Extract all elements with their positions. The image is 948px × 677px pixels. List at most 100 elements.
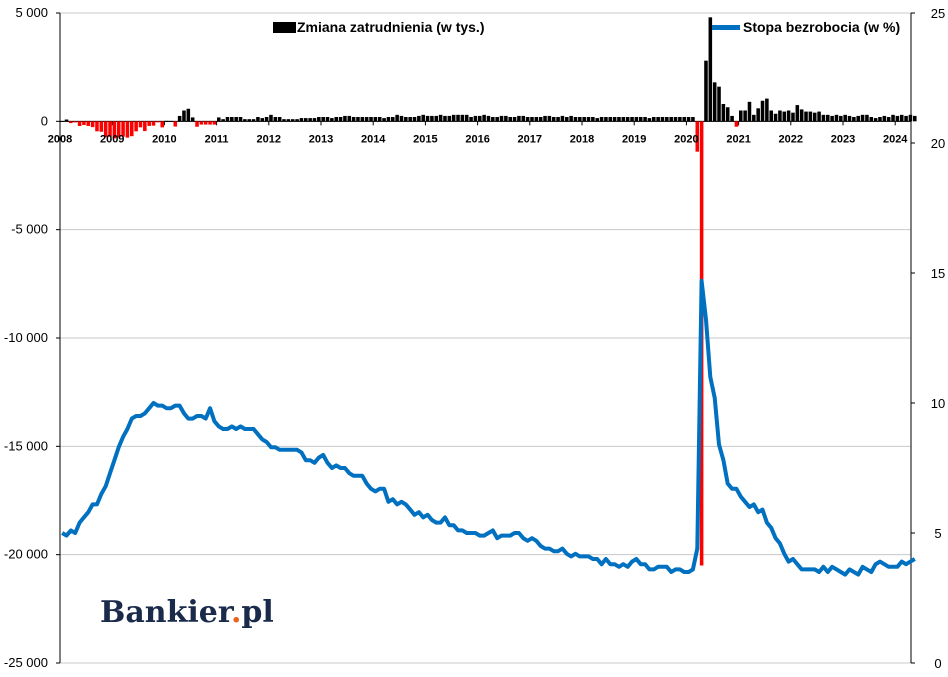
employment-bar — [243, 119, 247, 122]
employment-bar — [230, 117, 234, 122]
employment-bar — [886, 117, 891, 122]
employment-bar — [508, 117, 512, 122]
employment-bar — [95, 121, 99, 132]
x-tick-label: 2012 — [257, 133, 281, 145]
left-axis-labels: 5 000 0 -5 000 -10 000 -15 000 -20 000 -25 000 — [4, 5, 48, 670]
x-axis-labels: 2008 2009 2010 2011 2012 2013 2014 2015 2016 2017… — [48, 133, 909, 145]
left-tick-label: -25 000 — [4, 655, 48, 670]
employment-bar — [486, 115, 491, 122]
employment-bar — [682, 117, 686, 122]
employment-bar — [221, 119, 225, 122]
employment-bar — [421, 114, 425, 122]
employment-bar — [621, 117, 626, 122]
employment-bar — [504, 115, 508, 122]
employment-bar — [612, 117, 617, 122]
employment-bar — [538, 117, 543, 122]
employment-bar — [712, 82, 717, 122]
employment-bar — [756, 108, 760, 122]
employment-bar — [103, 121, 108, 138]
x-tick-label: 2008 — [48, 133, 72, 145]
x-tick-label: 2015 — [413, 133, 437, 145]
employment-bar — [551, 117, 556, 122]
employment-bar — [530, 117, 534, 122]
employment-bar — [77, 121, 82, 126]
employment-bar — [625, 117, 630, 122]
employment-bar — [86, 121, 91, 126]
employment-bar — [203, 121, 208, 125]
employment-bar — [495, 117, 499, 122]
employment-bar — [351, 117, 356, 122]
employment-bar — [112, 121, 117, 139]
x-tick-label: 2014 — [361, 133, 386, 145]
employment-bar — [264, 117, 269, 122]
employment-bar — [169, 120, 173, 122]
employment-bar — [330, 118, 334, 122]
legend-label-employment: Zmiana zatrudnienia (w tys.) — [297, 19, 484, 35]
employment-bar — [525, 117, 530, 122]
employment-bar — [304, 118, 308, 122]
employment-bar — [290, 119, 295, 122]
employment-bar — [769, 110, 773, 122]
employment-bar — [565, 117, 569, 122]
employment-bar — [125, 121, 130, 138]
employment-bar — [373, 117, 378, 122]
legend-marker-employment — [273, 22, 296, 33]
employment-bar — [852, 117, 856, 122]
employment-bar — [517, 115, 521, 122]
employment-bar — [377, 117, 382, 122]
employment-bar — [569, 115, 573, 122]
logo-dot: . — [231, 595, 241, 630]
employment-bar — [725, 107, 730, 122]
x-tick-label: 2009 — [100, 133, 124, 145]
employment-bar — [799, 109, 804, 122]
right-tick-label: 0 — [934, 656, 941, 671]
employment-bar — [747, 101, 752, 122]
x-tick-label: 2022 — [779, 133, 803, 145]
employment-bar — [791, 112, 795, 122]
left-tick-label: -5 000 — [11, 222, 48, 237]
employment-bar — [317, 117, 321, 122]
employment-bar — [847, 115, 852, 122]
employment-bar — [634, 117, 639, 122]
employment-bar — [295, 119, 299, 122]
bankier-logo: Bankier.pl — [100, 595, 274, 630]
logo-text-tld: pl — [241, 595, 273, 630]
x-tick-label: 2024 — [883, 133, 908, 145]
x-tick-label: 2020 — [674, 133, 698, 145]
employment-bar — [660, 117, 665, 122]
employment-bar — [121, 121, 125, 137]
employment-bar — [360, 117, 365, 122]
employment-bar — [743, 110, 747, 122]
right-tick-label: 20 — [931, 136, 945, 151]
unemployment-series-line — [61, 278, 916, 577]
employment-bar — [643, 117, 647, 122]
left-tick-label: -15 000 — [4, 438, 48, 453]
employment-bar — [212, 121, 217, 125]
employment-bar — [64, 119, 69, 122]
employment-bar — [469, 117, 473, 122]
employment-bar — [404, 117, 408, 122]
x-tick-label: 2023 — [831, 133, 855, 145]
employment-bar — [108, 121, 112, 137]
employment-bar — [156, 121, 160, 123]
employment-bar — [499, 115, 504, 122]
employment-bar — [99, 121, 104, 132]
employment-bar — [804, 111, 808, 122]
employment-bar — [578, 117, 582, 122]
employment-bar — [417, 115, 421, 122]
employment-bar — [638, 117, 643, 122]
employment-bar — [656, 117, 660, 122]
employment-bar — [364, 117, 369, 122]
employment-bar — [151, 121, 156, 126]
employment-bar — [808, 111, 813, 122]
employment-bar — [343, 115, 347, 122]
employment-bar — [430, 115, 434, 122]
employment-bar — [891, 114, 895, 122]
left-tick-label: -10 000 — [4, 330, 48, 345]
right-axis-labels: 0 5 10 15 20 25 — [931, 6, 945, 671]
unemployment-line — [61, 278, 916, 577]
employment-bar — [195, 121, 199, 127]
employment-bar — [217, 117, 221, 122]
employment-bar — [647, 118, 652, 122]
employment-bar — [143, 121, 147, 132]
